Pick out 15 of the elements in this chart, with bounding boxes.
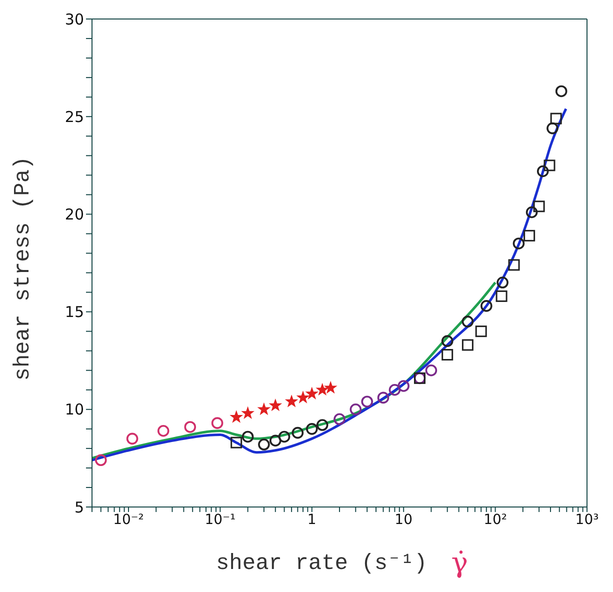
x-tick-label: 10² — [484, 512, 508, 528]
y-axis-title: shear stress (Pa) — [10, 156, 36, 380]
y-tick-label: 15 — [64, 303, 84, 322]
x-axis-title: shear rate (s⁻¹) — [216, 550, 428, 576]
y-tick-label: 10 — [64, 400, 84, 419]
x-tick-label: 10³ — [575, 512, 599, 528]
x-tick-label: 10 — [394, 512, 413, 528]
y-tick-label: 20 — [64, 206, 84, 224]
y-tick-label: 25 — [64, 108, 84, 126]
y-tick-label: 30 — [64, 10, 84, 28]
y-tick-label: 5 — [74, 498, 84, 516]
text: γ̇ — [451, 546, 468, 579]
x-tick-label: 1 — [307, 512, 316, 528]
x-tick-label: 10⁻¹ — [204, 512, 236, 528]
x-tick-label: 10⁻² — [113, 512, 144, 528]
